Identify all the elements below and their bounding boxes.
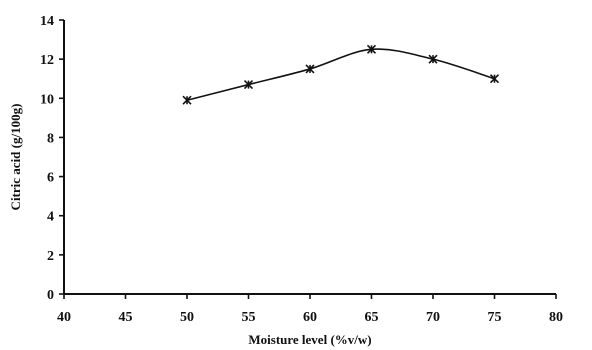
data-point-marker (182, 95, 192, 105)
y-tick-label: 4 (47, 210, 54, 225)
x-axis-ticks: 40 45 50 55 60 65 70 75 80 (57, 294, 563, 325)
x-tick-label: 75 (488, 310, 502, 325)
data-point-marker (428, 54, 438, 64)
y-tick-label: 14 (40, 14, 54, 29)
series-line (186, 48, 495, 102)
x-tick-label: 70 (426, 310, 440, 325)
x-tick-label: 50 (180, 310, 194, 325)
x-tick-label: 65 (365, 310, 379, 325)
y-tick-label: 10 (40, 92, 54, 107)
y-tick-label: 2 (47, 249, 54, 264)
y-axis-title: Citric acid (g/100g) (8, 104, 23, 211)
x-tick-label: 80 (549, 310, 563, 325)
y-tick-label: 6 (47, 171, 54, 186)
y-axis-ticks: 0 2 4 6 8 10 12 14 (40, 14, 64, 303)
data-point-marker (243, 80, 254, 90)
y-tick-label: 0 (47, 288, 54, 303)
axes (63, 20, 556, 295)
y-tick-label: 8 (47, 131, 54, 146)
x-tick-label: 55 (242, 310, 256, 325)
data-point-marker (305, 64, 315, 74)
series-group (182, 44, 500, 105)
x-tick-label: 40 (57, 310, 71, 325)
y-tick-label: 12 (40, 53, 54, 68)
x-tick-label: 45 (119, 310, 133, 325)
data-point-marker (366, 44, 377, 54)
x-axis-title: Moisture level (%v/w) (248, 332, 371, 347)
x-tick-label: 60 (303, 310, 317, 325)
data-point-marker (489, 74, 500, 84)
